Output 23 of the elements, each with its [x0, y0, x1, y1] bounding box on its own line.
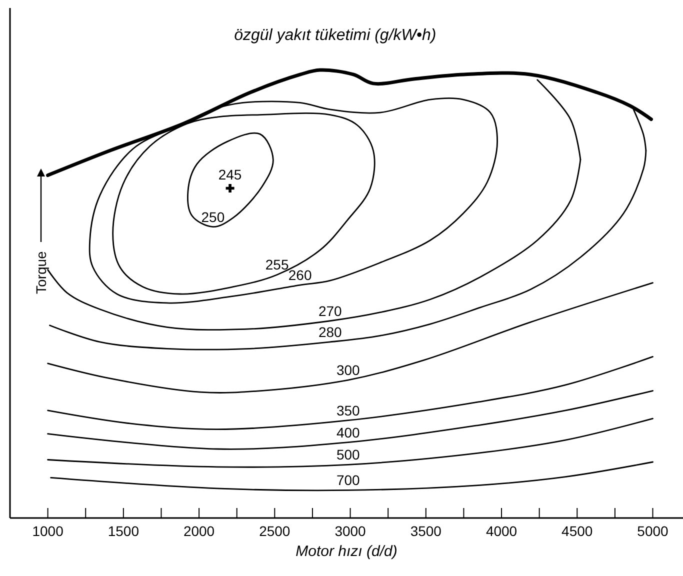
annotation: 260 — [288, 267, 312, 284]
y-axis-title: Torque — [33, 250, 49, 294]
series-label: 270 — [318, 302, 342, 319]
x-tick-label: 4000 — [486, 523, 518, 539]
annotation: 255 — [265, 256, 289, 273]
x-tick-label: 1500 — [108, 523, 140, 539]
series-label: 300 — [336, 362, 360, 378]
annotation: 250 — [201, 208, 225, 225]
x-tick-label: 3000 — [334, 523, 366, 539]
series-label: 280 — [318, 324, 342, 340]
chart-title: özgül yakıt tüketimi (g/kW•h) — [234, 27, 436, 44]
series-label: 245 — [218, 166, 242, 182]
series-label: 400 — [336, 424, 360, 440]
x-tick-label: 1000 — [32, 523, 64, 539]
series-label: 350 — [336, 402, 360, 418]
x-tick-label: 2500 — [259, 523, 290, 539]
series-label: 700 — [336, 472, 360, 488]
x-tick-label: 2000 — [183, 523, 215, 539]
x-tick-label: 5000 — [637, 523, 669, 539]
x-tick-label: 3500 — [410, 523, 442, 539]
x-tick-label: 4500 — [562, 523, 593, 539]
series-label: 500 — [336, 446, 360, 463]
x-axis-title: Motor hızı (d/d) — [296, 543, 398, 560]
